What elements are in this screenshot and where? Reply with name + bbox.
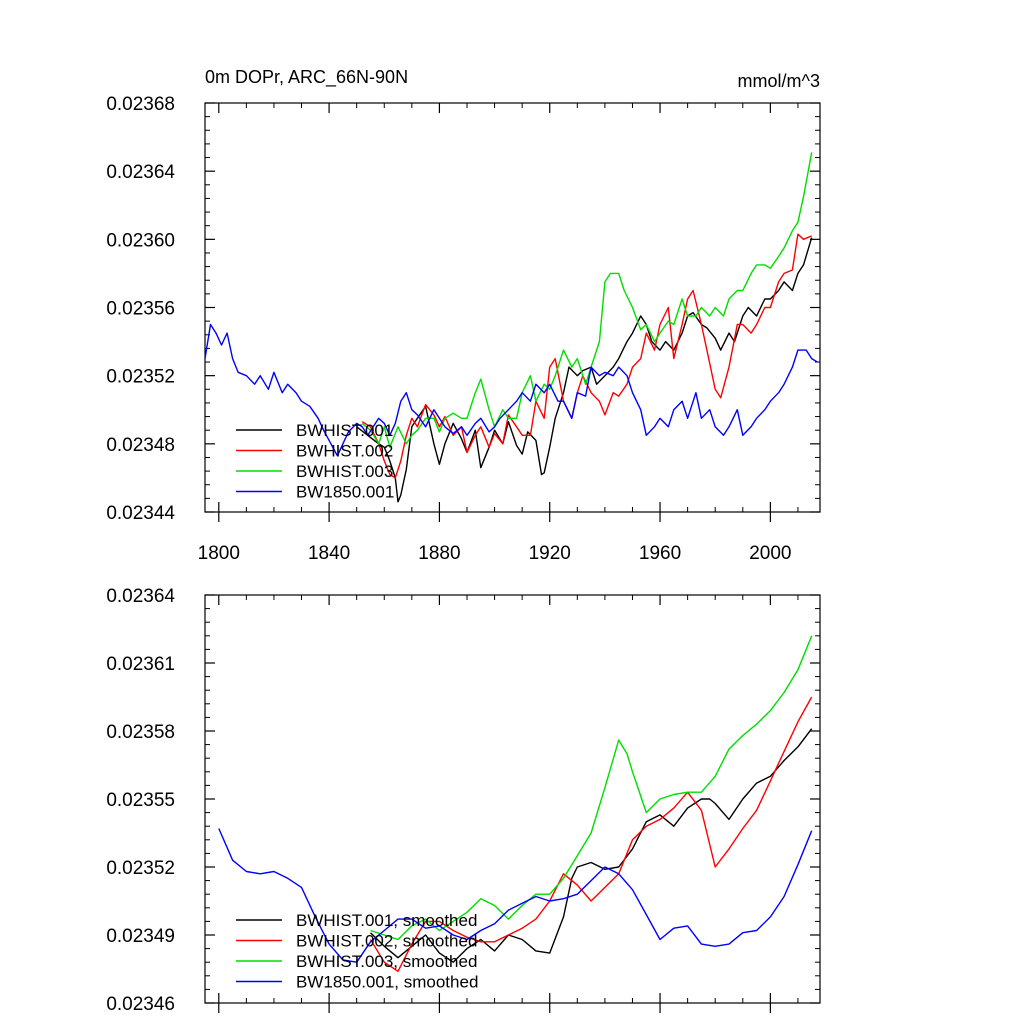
y-tick-label: 0.02364 [106, 586, 175, 607]
y-tick-label: 0.02368 [106, 94, 175, 115]
top-panel-axes: 1800 1840 1880 1920 1960 2000 0.02344 0.02348 0.… [106, 94, 821, 564]
legend-entry: BWHIST.001 [296, 421, 393, 440]
top-panel-units: mmol/m^3 [738, 71, 820, 91]
bottom-panel-legend: BWHIST.001, smoothed BWHIST.002, smoothed… [236, 911, 478, 992]
y-tick-label: 0.02361 [106, 654, 175, 675]
legend-entry: BWHIST.001, smoothed [296, 911, 477, 930]
top-panel-title: 0m DOPr, ARC_66N-90N [205, 67, 408, 88]
legend-entry: BW1850.001 [296, 483, 394, 502]
y-tick-label: 0.02355 [106, 790, 175, 811]
bottom-panel: 0.02346 0.02349 0.02352 0.02355 0.02358 0.023… [106, 586, 821, 1015]
y-tick-label: 0.02348 [106, 435, 175, 456]
top-panel-lines [204, 152, 818, 503]
x-tick-label: 1880 [418, 543, 460, 564]
series-line [218, 828, 813, 963]
y-tick-label: 0.02360 [106, 230, 175, 251]
legend-entry: BWHIST.003 [296, 462, 393, 481]
series-line [361, 233, 812, 479]
y-tick-label: 0.02364 [106, 162, 175, 183]
top-panel: 0m DOPr, ARC_66N-90N mmol/m^3 1800 1840 18… [106, 67, 821, 564]
y-tick-label: 0.02344 [106, 503, 175, 524]
bottom-panel-lines [218, 635, 813, 972]
series-line [370, 728, 813, 963]
y-tick-label: 0.02349 [106, 926, 175, 947]
series-line [204, 323, 818, 457]
series-line [370, 635, 813, 941]
x-tick-label: 2000 [749, 543, 791, 564]
x-tick-label: 1960 [639, 543, 681, 564]
y-tick-label: 0.02346 [106, 994, 175, 1015]
legend-entry: BWHIST.003, smoothed [296, 952, 477, 971]
bottom-panel-axes: 0.02346 0.02349 0.02352 0.02355 0.02358 0.023… [106, 586, 821, 1015]
legend-entry: BW1850.001, smoothed [296, 973, 478, 992]
series-line [361, 152, 813, 448]
x-tick-label: 1920 [529, 543, 571, 564]
y-tick-label: 0.02352 [106, 858, 175, 879]
series-line [356, 237, 813, 503]
legend-entry: BWHIST.002, smoothed [296, 932, 477, 951]
y-tick-label: 0.02356 [106, 299, 175, 320]
y-tick-label: 0.02352 [106, 367, 175, 388]
x-tick-label: 1800 [198, 543, 240, 564]
series-line [369, 696, 813, 972]
y-tick-label: 0.02358 [106, 722, 175, 743]
legend-entry: BWHIST.002 [296, 442, 393, 461]
x-tick-label: 1840 [308, 543, 350, 564]
